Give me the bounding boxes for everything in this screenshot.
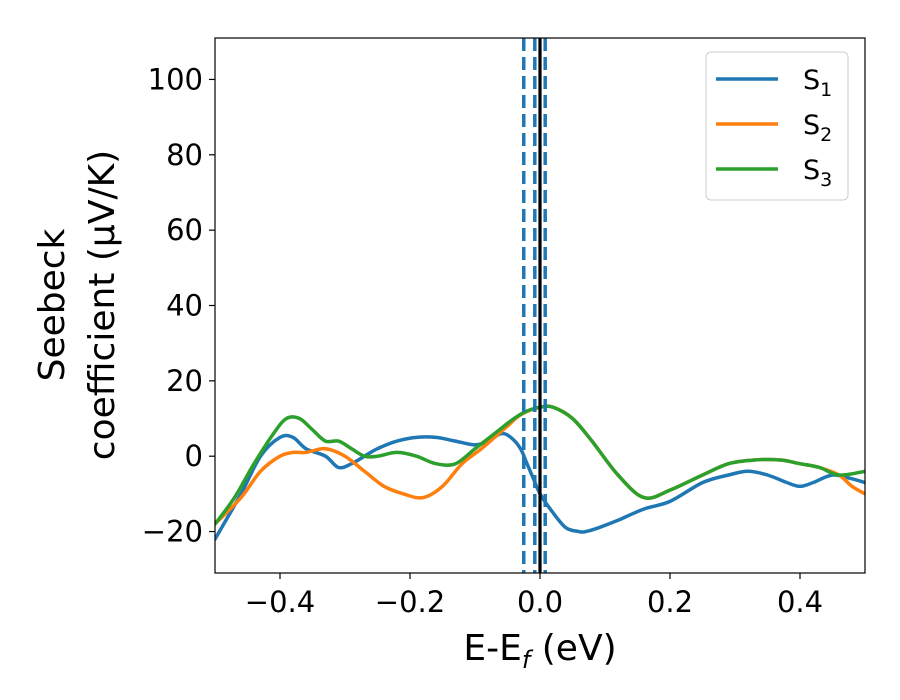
x-tick-label: 0.0 — [517, 585, 563, 619]
x-axis-title: E-Ef (eV) — [463, 628, 616, 674]
legend: S1 S2 S3 — [705, 51, 849, 201]
y-tick-label: 0 — [185, 439, 203, 473]
legend-label-s1: S1 — [803, 65, 832, 101]
x-tick-label: 0.2 — [647, 585, 693, 619]
y-tick-label: 60 — [166, 213, 203, 247]
y-tick-label: −20 — [142, 515, 203, 549]
series-line-s1 — [215, 431, 865, 541]
legend-label-s3: S3 — [803, 155, 832, 191]
x-tick-label: −0.2 — [375, 585, 445, 619]
y-axis-title-line2: coefficient (μV/K) — [82, 150, 123, 460]
y-tick-label: 40 — [166, 289, 203, 323]
legend-label-s2: S2 — [803, 110, 832, 146]
y-axis-title-line1: Seebeck — [32, 228, 73, 381]
legend-frame — [705, 51, 849, 201]
y-tick-label: 100 — [148, 62, 203, 96]
x-tick-label: −0.4 — [245, 585, 315, 619]
series-line-s3 — [215, 404, 865, 526]
y-tick-label: 20 — [166, 364, 203, 398]
x-tick-label: 0.4 — [777, 585, 823, 619]
y-tick-label: 80 — [166, 138, 203, 172]
